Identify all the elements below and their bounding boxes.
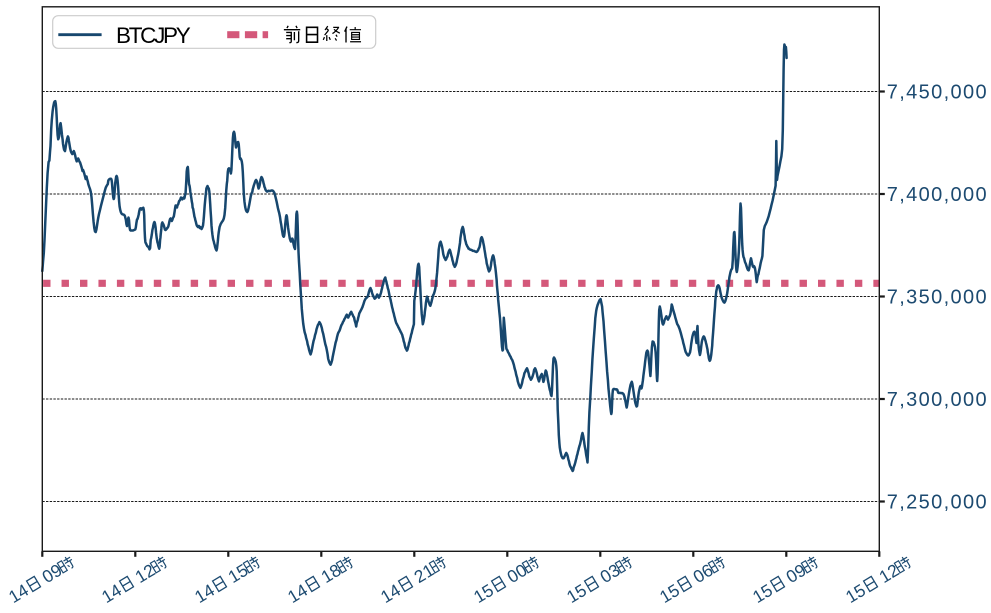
svg-text:7,300,000: 7,300,000 [887, 389, 988, 411]
svg-text:7,450,000: 7,450,000 [887, 82, 988, 104]
svg-text:BTCJPY: BTCJPY [116, 23, 191, 48]
svg-text:7,350,000: 7,350,000 [887, 287, 988, 309]
svg-text:7,250,000: 7,250,000 [887, 492, 988, 514]
svg-text:7,400,000: 7,400,000 [887, 184, 988, 206]
